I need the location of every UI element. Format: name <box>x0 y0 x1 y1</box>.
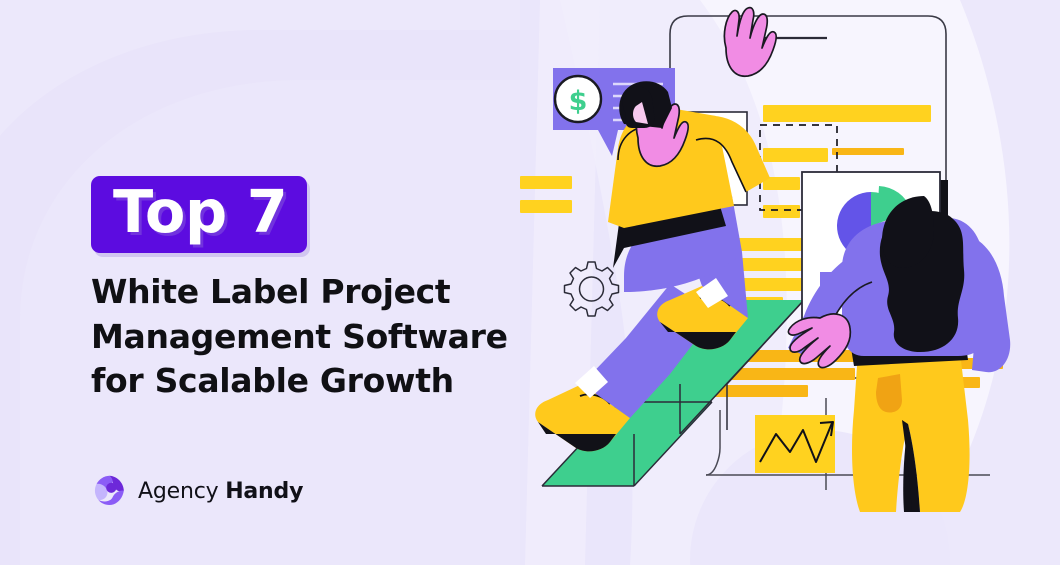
content-bar <box>763 148 828 162</box>
rank-badge-label: Top 7 <box>113 177 288 246</box>
page-title-line-2: Management Software <box>91 316 508 356</box>
content-bar <box>520 176 572 189</box>
agency-handy-logo-icon <box>94 475 124 505</box>
page-title-line-1: White Label Project <box>91 272 451 312</box>
brand-logo-text: Agency Handy <box>138 479 303 504</box>
currency-symbol: $ <box>569 86 588 117</box>
content-bar <box>520 200 572 213</box>
brand-logo[interactable]: Agency Handy <box>91 473 303 509</box>
content-bar <box>763 105 931 122</box>
trend-sticky-note <box>755 415 835 473</box>
headline-block: Top 7 White Label Project Management Sof… <box>91 176 521 404</box>
content-bars-left-edge <box>520 176 572 213</box>
content-bar <box>763 177 800 190</box>
rank-badge: Top 7 <box>91 176 308 254</box>
hand-right <box>723 6 778 77</box>
brand-name-light: Agency <box>138 478 226 504</box>
content-bar <box>832 148 904 155</box>
pocket <box>876 374 902 413</box>
page-title: White Label Project Management Software … <box>91 270 521 404</box>
hero-illustration: $ <box>520 6 1011 512</box>
content-bar <box>763 205 800 218</box>
brand-name-bold: Handy <box>225 478 304 504</box>
page-title-line-3: for Scalable Growth <box>91 361 454 401</box>
gear-icon <box>563 261 620 317</box>
